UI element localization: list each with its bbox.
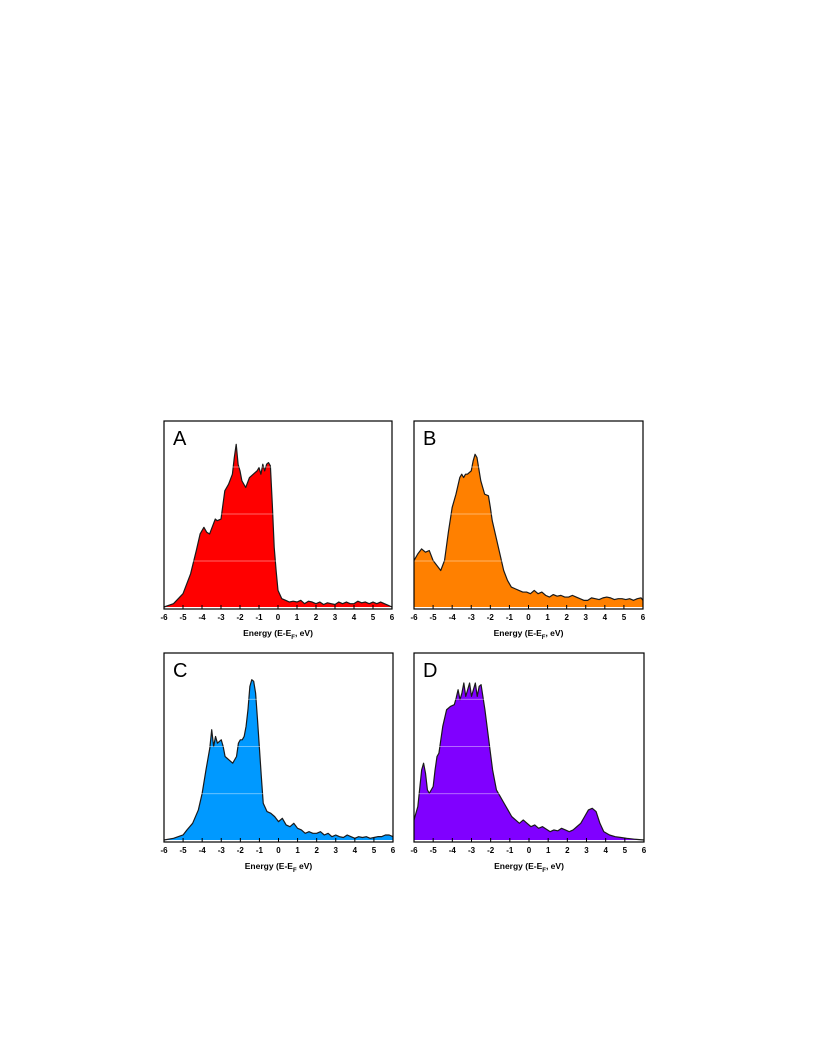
x-tick-label: 3 [333,613,338,622]
x-tick-label: -4 [198,613,206,622]
x-tick-label: 4 [353,846,358,855]
x-tick-label: -4 [449,846,457,855]
x-tick-label: -1 [256,846,264,855]
x-tick-label: 1 [295,613,300,622]
x-tick-label: 3 [584,846,589,855]
x-tick-label: -5 [430,613,438,622]
x-tick-label: 1 [545,613,550,622]
x-axis-title: Energy (E-EF, eV) [494,861,564,874]
x-tick-label: -4 [449,613,457,622]
x-tick-label: 2 [565,846,570,855]
x-tick-label: -1 [255,613,263,622]
x-axis-title-tail: , eV) [546,861,564,871]
x-tick-label: -2 [237,846,245,855]
x-tick-label: 0 [276,846,281,855]
panel-letter: D [423,660,437,682]
x-tick-label: 2 [314,846,319,855]
x-tick-label: -3 [468,613,476,622]
dos-curve [413,453,644,601]
x-tick-label: -5 [179,613,187,622]
x-axis-title: Energy (E-EF, eV) [494,628,564,641]
x-tick-label: 1 [546,846,551,855]
x-tick-label: -2 [236,613,244,622]
x-tick-label: -6 [160,846,168,855]
x-axis-title-tail: , eV) [295,628,313,638]
x-tick-label: -4 [199,846,207,855]
x-tick-label: 5 [372,846,377,855]
dos-area [414,454,643,607]
x-tick-label: -2 [487,613,495,622]
x-axis-title-main: Energy (E-E [243,628,292,638]
x-axis-title-subscript: F [293,868,297,874]
x-tick-label: 3 [584,613,589,622]
panel-c: -6 -5 -4 -3 -2 -1 0 1 2 3 4 5 6 Energy (E-EF eV) C [160,652,396,874]
x-tick-label: 0 [276,613,281,622]
x-axis-title-tail: eV) [297,861,313,871]
dos-area [414,683,644,840]
x-tick-label: -2 [487,846,495,855]
x-axis-title-subscript: F [542,635,546,641]
x-tick-label: -3 [217,613,225,622]
x-tick-label: -3 [218,846,226,855]
x-tick-label: 4 [603,613,608,622]
panel-letter: C [173,660,187,682]
x-axis-title-main: Energy (E-E [245,861,294,871]
x-axis-title-tail: , eV) [545,628,563,638]
x-axis-title: Energy (E-EF, eV) [243,628,313,641]
x-tick-label: 1 [295,846,300,855]
x-tick-label: -6 [160,613,168,622]
dos-curve [163,443,393,608]
x-tick-label: 6 [641,613,646,622]
x-axis-title: Energy (E-EF eV) [245,861,313,874]
panel-letter: A [173,428,187,450]
dos-curve [413,682,645,841]
x-axis-title-subscript: F [542,868,546,874]
x-axis-title-main: Energy (E-E [494,628,543,638]
x-tick-label: 5 [623,846,628,855]
x-tick-label: -1 [506,613,514,622]
x-tick-label: -6 [410,846,418,855]
x-tick-label: 4 [603,846,608,855]
dos-curve [163,679,394,841]
x-tick-label: -5 [180,846,188,855]
panel-a: -6 -5 -4 -3 -2 -1 0 1 2 3 4 5 6 Energy (E-EF, eV) A [160,420,395,641]
x-tick-label: -1 [506,846,514,855]
dos-area [164,444,392,607]
panel-d: -6 -5 -4 -3 -2 -1 0 1 2 3 4 5 6 Energy (E-EF, eV) D [410,652,647,874]
x-tick-label: 2 [564,613,569,622]
x-tick-label: -3 [468,846,476,855]
dos-area [164,679,393,840]
x-tick-label: 5 [622,613,627,622]
x-tick-label: 6 [390,613,395,622]
x-tick-label: 0 [526,613,531,622]
x-tick-label: 5 [371,613,376,622]
x-axis-title-subscript: F [291,635,295,641]
x-tick-label: 6 [642,846,647,855]
panel-letter: B [423,428,436,450]
x-tick-label: -5 [430,846,438,855]
x-tick-label: 3 [334,846,339,855]
x-tick-label: -6 [410,613,418,622]
x-tick-label: 0 [527,846,532,855]
x-axis-title-main: Energy (E-E [494,861,543,871]
x-tick-label: 4 [352,613,357,622]
x-tick-label: 6 [391,846,396,855]
x-tick-label: 2 [314,613,319,622]
panel-b: -6 -5 -4 -3 -2 -1 0 1 2 3 4 5 6 Energy (E-EF, eV) B [410,420,646,641]
